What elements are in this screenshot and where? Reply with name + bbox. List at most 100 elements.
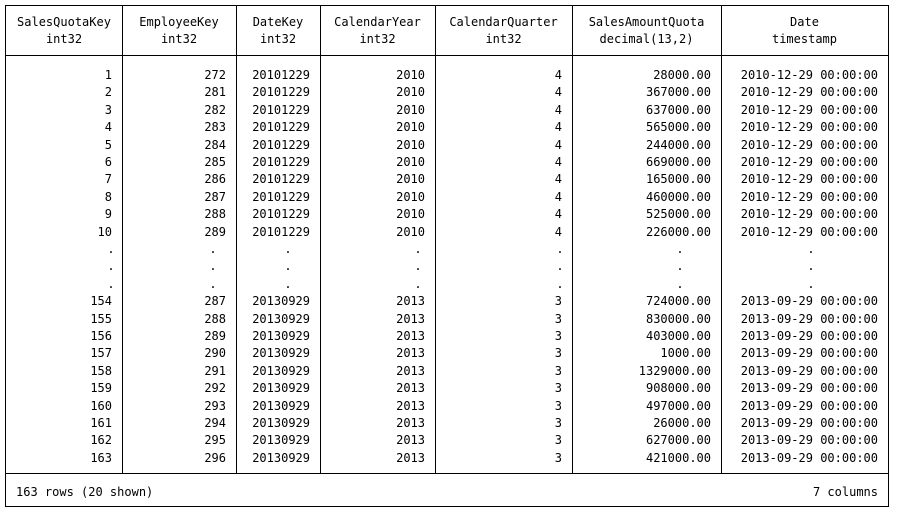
column-name: EmployeeKey [139, 15, 219, 29]
table-cell: 2010 [396, 224, 425, 239]
table-cell: . [807, 242, 815, 256]
table-cell: 20101229 [252, 224, 310, 239]
table-cell: 4 [554, 189, 562, 204]
table-cell: 4 [104, 120, 112, 135]
table-cell: 20101229 [252, 155, 310, 169]
table-cell: 403000.00 [645, 329, 711, 343]
table-cell: 669000.00 [645, 155, 711, 169]
table-row: 7 286 20101229 2010 4 165000.00 2010-12-29 00:… [6, 171, 888, 188]
table-cell: 20130929 [252, 363, 310, 378]
table-cell: 2010-12-29 00:00:00 [740, 189, 878, 204]
table-cell: 5 [104, 137, 112, 152]
column-dtype: int32 [259, 32, 297, 46]
table-cell: 2010 [396, 102, 425, 117]
column-separator [721, 6, 722, 473]
table-cell: . [676, 259, 684, 274]
table-cell: 154 [90, 294, 112, 309]
table-cell: 2 [104, 85, 112, 100]
table-cell: 295 [204, 433, 226, 448]
table-row: 9 288 20101229 2010 4 525000.00 2010-12-29 00:… [6, 206, 888, 223]
table-cell: . [209, 259, 217, 274]
column-dtype: int32 [485, 32, 522, 46]
table-cell: 20130929 [252, 433, 310, 448]
column-dtype: int32 [160, 32, 198, 46]
column-dtype: decimal(13,2) [599, 32, 694, 46]
column-dtype: int32 [45, 32, 83, 46]
table-cell: 1329000.00 [638, 363, 711, 378]
table-cell: 288 [204, 207, 226, 222]
table-cell: 2010 [396, 189, 425, 204]
table-cell: 20130929 [252, 311, 310, 326]
table-cell: 2010-12-29 00:00:00 [740, 120, 878, 135]
table-cell: 284 [204, 137, 226, 152]
table-cell: 2013 [396, 450, 425, 465]
table-cell: 20101229 [252, 102, 310, 117]
table-cell: 2013-09-29 00:00:00 [740, 416, 878, 430]
table-cell: 2013-09-29 00:00:00 [740, 346, 878, 361]
table-cell: 2013-09-29 00:00:00 [740, 433, 878, 448]
table-cell: . [807, 259, 815, 274]
ellipsis-row: ....... [6, 276, 888, 293]
table-cell: 293 [204, 398, 226, 413]
table-cell: 226000.00 [645, 224, 711, 239]
column-count-summary: 7 columns [812, 485, 878, 499]
ellipsis-row: ....... [6, 241, 888, 258]
table-cell: . [209, 276, 217, 291]
table-cell: 281 [204, 85, 226, 100]
table-row: 162 295 20130929 2013 3 627000.00 2013-09-29 0… [6, 432, 888, 449]
table-cell: 637000.00 [645, 102, 711, 117]
column-header: SalesAmountQuota decimal(13,2) [572, 14, 721, 50]
table-cell: 162 [90, 433, 112, 448]
table-cell: 4 [554, 68, 562, 82]
table-cell: 1 [104, 68, 112, 82]
table-cell: 2010 [396, 85, 425, 100]
table-cell: 289 [204, 224, 226, 239]
table-row: 1 272 20101229 2010 4 28000.00 2010-12-29 00:0… [6, 67, 888, 84]
table-cell: 285 [204, 155, 226, 169]
column-name: DateKey [252, 15, 304, 29]
table-cell: 6 [104, 155, 112, 169]
table-cell: 4 [554, 207, 562, 222]
column-header: Date timestamp [721, 14, 888, 50]
table-cell: 497000.00 [645, 398, 711, 413]
table-cell: 4 [554, 137, 562, 152]
table-row: 158 291 20130929 2013 3 1329000.00 2013-09-29 … [6, 363, 888, 380]
table-row: 10 289 20101229 2010 4 226000.00 2010-12-29 00… [6, 224, 888, 241]
table-cell: 830000.00 [645, 311, 711, 326]
table-cell: 2013 [396, 311, 425, 326]
column-name: Date [790, 15, 819, 29]
table-cell: 2013-09-29 00:00:00 [740, 381, 878, 396]
table-cell: 155 [90, 311, 112, 326]
table-cell: 282 [204, 102, 226, 117]
table-cell: 2010 [396, 207, 425, 222]
column-dtype: timestamp [771, 32, 838, 46]
table-cell: 4 [554, 102, 562, 117]
table-cell: 2013 [396, 398, 425, 413]
table-cell: . [556, 276, 564, 291]
footer-separator [6, 473, 888, 474]
table-cell: 20101229 [252, 172, 310, 187]
table-cell: 2010-12-29 00:00:00 [740, 172, 878, 187]
table-cell: 2013 [396, 329, 425, 343]
column-separator [236, 6, 237, 473]
table-cell: 627000.00 [645, 433, 711, 448]
table-cell: 3 [554, 398, 562, 413]
table-cell: 2010-12-29 00:00:00 [740, 68, 878, 82]
table-cell: 2013 [396, 294, 425, 309]
table-cell: 4 [554, 172, 562, 187]
column-header: SalesQuotaKey int32 [6, 14, 122, 50]
table-cell: 20130929 [252, 381, 310, 396]
table-cell: 4 [554, 224, 562, 239]
table-cell: 20130929 [252, 294, 310, 309]
table-cell: 20130929 [252, 398, 310, 413]
column-header: EmployeeKey int32 [122, 14, 236, 50]
table-cell: 160 [90, 398, 112, 413]
table-cell: 3 [554, 346, 562, 361]
table-row: 155 288 20130929 2013 3 830000.00 2013-09-29 0… [6, 311, 888, 328]
table-cell: 460000.00 [645, 189, 711, 204]
column-separator [435, 6, 436, 473]
table-cell: 159 [90, 381, 112, 396]
table-cell: 20101229 [252, 120, 310, 135]
table-row: 160 293 20130929 2013 3 497000.00 2013-09-29 0… [6, 398, 888, 415]
table-cell: . [556, 259, 564, 274]
